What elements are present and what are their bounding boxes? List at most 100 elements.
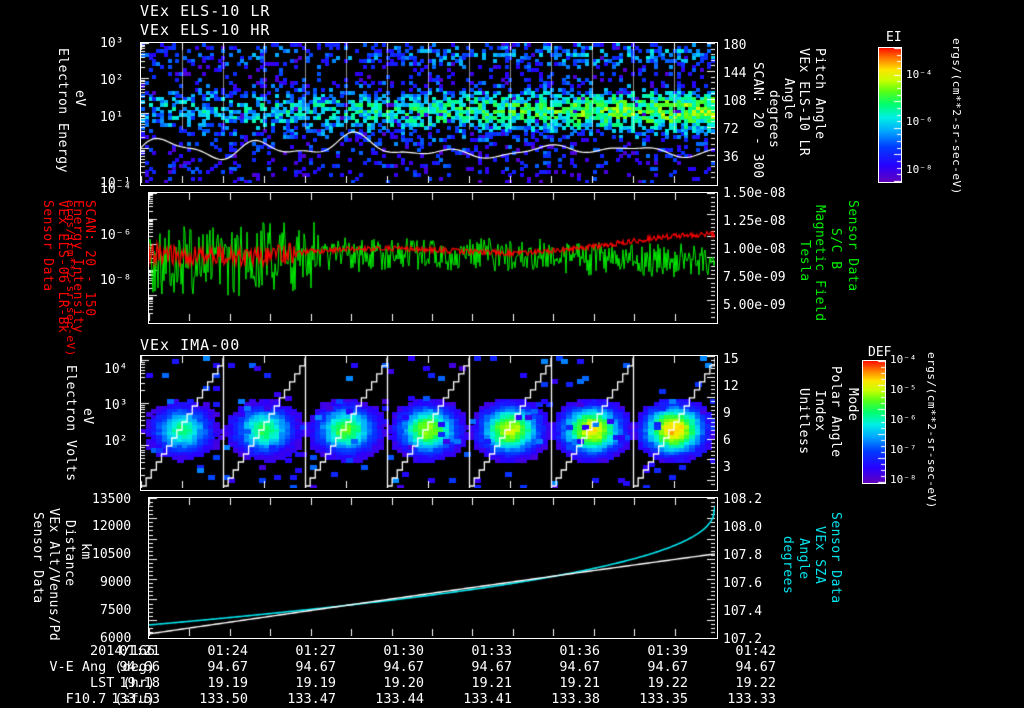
panel2-left-axis-label-sensorid: VEx ELS-06 LR-Bk [55,200,70,333]
footer-f107-0: 133.53 [111,691,160,707]
footer-f107-5: 133.38 [551,691,600,707]
panel1-colorbar-name: EI [886,30,902,45]
panel3-right-axis-label-index: Index [812,390,827,460]
panel4-right-tick-5: 107.2 [723,632,763,647]
panel4-left-text-1: VEx Alt/Venus/Pd [46,508,61,642]
panel1-right-axis-label-angle: Angle [781,78,796,178]
panel4-left-axis-label-km: km [78,543,93,583]
panel1-title-hr: VEx ELS-10 HR [140,21,271,39]
panel3-right-text-2: Index [812,390,827,432]
footer-ve-ang-1: 94.67 [207,659,248,675]
panel1-left-axis-unit-text: eV [72,90,87,107]
panel3-right-tick-4: 3 [723,460,731,475]
panel2-left-tick-0: 10⁻⁴ [100,182,132,197]
panel4-left-axis-label-sensor: Sensor Data [30,512,45,632]
panel1-left-tick-2: 10¹ [100,110,124,125]
panel4-left-text-0: Sensor Data [30,512,45,604]
footer-lst-5: 19.21 [559,675,600,691]
panel1-colorbar-unit: ergs/(cm**2-sr-sec-eV) [950,38,963,195]
panel1-right-axis-label-sensor: VEx ELS-10 LR [796,48,811,178]
panel3-right-axis-label-mode: Mode [845,388,860,458]
panel4-left-text-2: Distance [62,520,77,587]
footer-f107-6: 133.35 [639,691,688,707]
footer-f107-2: 133.47 [287,691,336,707]
panel2-right-tick-1: 1.25e-08 [723,214,786,229]
panel2-left-axis-label-scan: SCAN: 20 - 150 [82,200,97,328]
panel1-right-axis-label-scan: SCAN: 20 - 300 [750,62,765,182]
panel3-right-text-1: Polar Angle [828,366,843,458]
footer-row-label-lst: LST (hr) [89,675,155,691]
panel1-right-axis-text-4: SCAN: 20 - 300 [750,62,765,179]
panel3-plot-area[interactable] [140,355,718,491]
panel1-left-tick-1: 10² [100,73,124,88]
panel3-colorbar-tick-4: 10⁻⁸ [890,473,917,486]
panel1-right-tick-36: 36 [723,150,739,165]
footer-ve-ang-7: 94.67 [735,659,776,675]
panel4-left-tick-0: 13500 [92,492,132,507]
footer-row-label-f107: F10.7 (sfu) [65,691,155,707]
footer-time-6: 01:39 [647,643,688,659]
footer-time-0: 01:21 [119,643,160,659]
panel4-right-text-1: VEx SZA [812,526,827,585]
panel3-left-tick-1: 10³ [104,398,128,413]
panel4-right-tick-4: 107.4 [723,604,763,619]
panel4-right-axis-label-angle: Angle [796,538,811,618]
panel2-left-text-1: VEx ELS-06 LR-Bk [55,200,70,334]
footer-ve-ang-2: 94.67 [295,659,336,675]
panel2-right-axis-label-sensor: Sensor Data [845,200,860,320]
panel2-plot-area[interactable] [148,192,718,324]
panel4-right-tick-0: 108.2 [723,492,763,507]
panel2-right-tick-0: 1.50e-08 [723,186,786,201]
panel3-colorbar-tick-3: 10⁻⁷ [890,443,917,456]
panel1-colorbar-tick-1: 10⁻⁶ [906,115,933,128]
footer-ve-ang-6: 94.67 [647,659,688,675]
panel1-right-axis-label-degrees: degrees [766,90,781,180]
panel2-left-tick-1: 10⁻⁶ [100,228,132,243]
panel2-left-text-4: SCAN: 20 - 150 [82,200,97,317]
panel4-left-tick-2: 10500 [92,547,132,562]
panel1-right-axis-text-1: VEx ELS-10 LR [796,48,811,157]
panel4-right-axis-label-sensor: Sensor Data [828,512,843,632]
footer-lst-7: 19.22 [735,675,776,691]
panel3-left-tick-0: 10⁴ [104,362,128,377]
panel4-left-text-3: km [78,543,93,560]
footer-lst-3: 19.20 [383,675,424,691]
footer-time-7: 01:42 [735,643,776,659]
panel4-plot-area[interactable] [148,497,718,639]
footer-f107-4: 133.41 [463,691,512,707]
panel1-plot-area[interactable] [140,42,718,186]
panel2-right-text-1: S/C B [828,228,843,270]
panel1-colorbar-tick-0: 10⁻⁴ [906,68,933,81]
panel3-right-tick-1: 12 [723,379,739,394]
panel3-right-tick-2: 9 [723,406,731,421]
panel2-right-tick-4: 5.00e-09 [723,298,786,313]
panel2-left-axis-label-quantity: Energy Intensity [70,200,85,333]
panel1-right-axis-text-0: Pitch Angle [812,48,827,140]
footer-time-2: 01:27 [295,643,336,659]
footer-time-5: 01:36 [559,643,600,659]
panel2-left-text-2: Energy Intensity [70,200,85,334]
panel1-colorbar[interactable] [878,47,902,183]
panel3-colorbar-tick-0: 10⁻⁴ [890,353,917,366]
footer-lst-4: 19.21 [471,675,512,691]
panel3-left-axis-label: Electron Volts [63,365,78,485]
panel2-right-tick-3: 7.50e-09 [723,270,786,285]
footer-f107-3: 133.44 [375,691,424,707]
footer-time-1: 01:24 [207,643,248,659]
footer-f107-7: 133.33 [727,691,776,707]
panel1-right-tick-180: 180 [723,38,747,53]
panel1-right-tick-72: 72 [723,122,739,137]
panel2-right-text-3: Tesla [797,240,812,282]
footer-lst-1: 19.19 [207,675,248,691]
panel2-right-tick-2: 1.00e-08 [723,242,786,257]
panel1-left-tick-0: 10³ [100,36,124,51]
panel2-right-text-0: Sensor Data [845,200,860,292]
panel2-right-axis-label-scb: S/C B [828,228,843,308]
panel4-left-axis-label-alt: VEx Alt/Venus/Pd [46,508,61,641]
panel3-colorbar[interactable] [862,360,886,484]
panel4-left-tick-1: 12000 [92,519,132,534]
panel3-right-tick-3: 6 [723,433,731,448]
panel1-right-tick-144: 144 [723,66,747,81]
panel1-left-axis-label-line1: Electron Energy [55,48,70,173]
footer-lst-2: 19.19 [295,675,336,691]
